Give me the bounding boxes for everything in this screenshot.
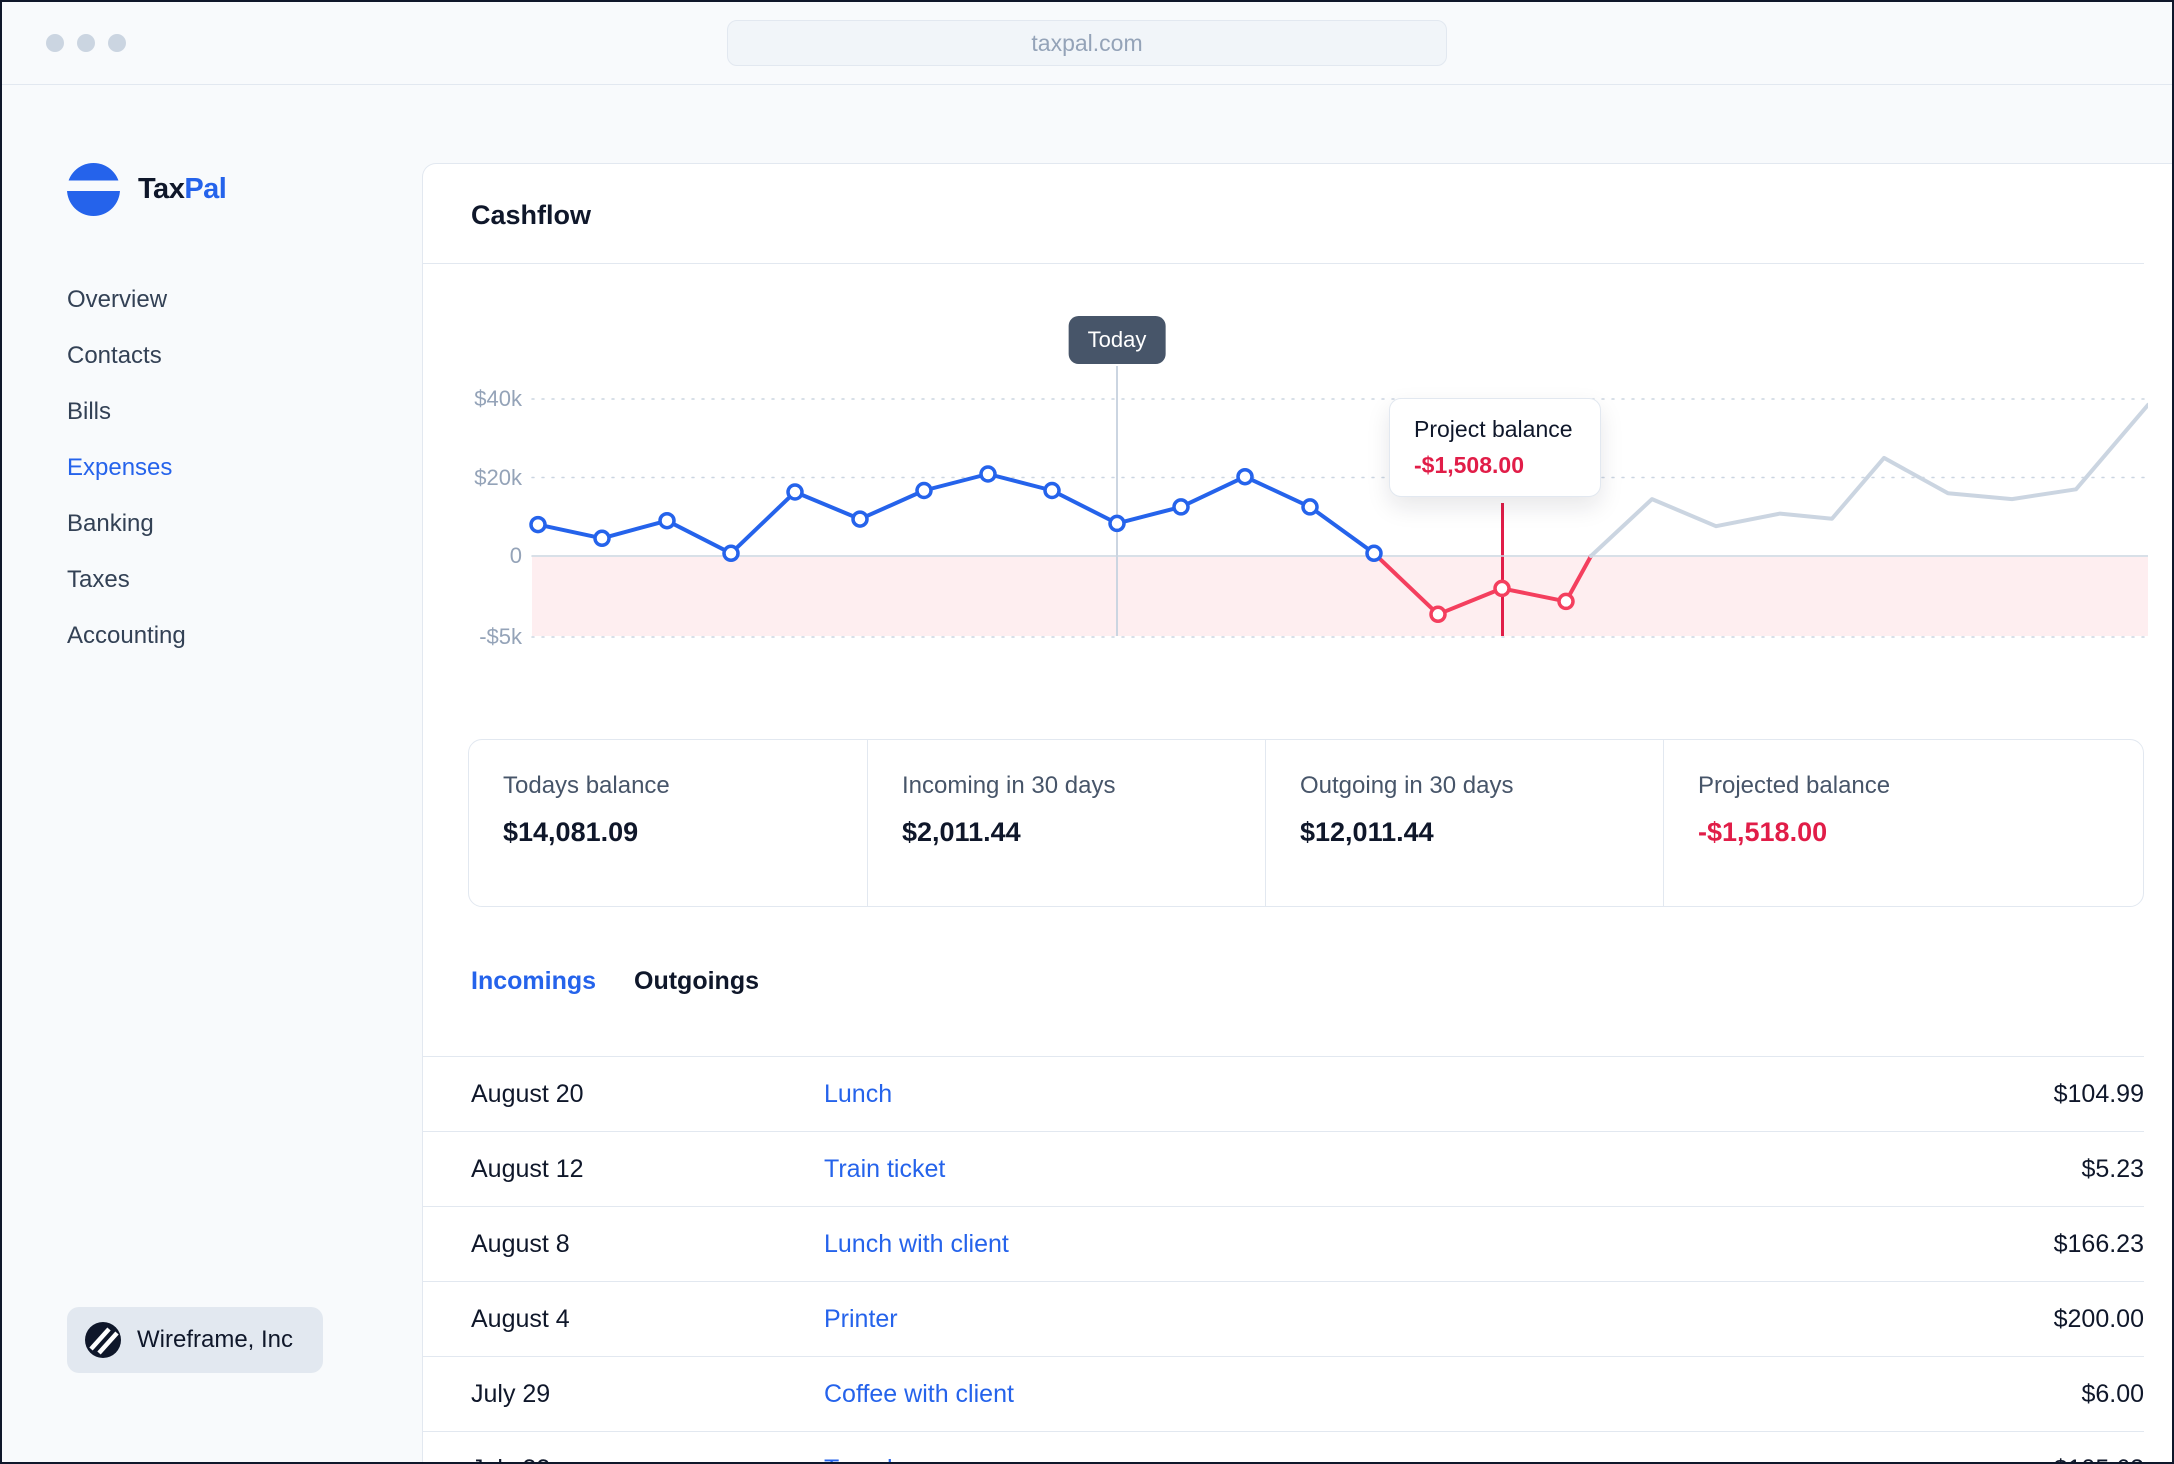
workspace-switcher[interactable]: Wireframe, Inc [67,1307,324,1373]
tooltip-label: Project balance [1414,416,1573,442]
chart-plot [529,398,2148,638]
window-control-dot[interactable] [46,34,64,52]
window-controls [46,34,126,52]
summary-stats: Todays balance $14,081.09 Incoming in 30… [468,739,2144,907]
window-control-dot[interactable] [108,34,126,52]
y-axis-label: $20k [474,464,522,490]
stat-outgoing-30-days: Outgoing in 30 days $12,011.44 [1265,740,1663,906]
transaction-date: July 22 [471,1455,824,1463]
table-row: July 29 Coffee with client $6.00 [423,1356,2144,1431]
transaction-link[interactable]: Train ticket [824,1154,946,1183]
sidebar-item-expenses[interactable]: Expenses [67,454,173,481]
transaction-amount: $104.99 [2053,1079,2144,1108]
projected-balance-tooltip: Project balance -$1,508.00 [1389,398,1601,497]
transaction-amount: $105.63 [2054,1455,2144,1463]
today-marker-line [1116,366,1118,636]
taxpal-logo-icon [67,163,120,216]
stat-incoming-30-days: Incoming in 30 days $2,011.44 [867,740,1265,906]
y-axis-label: $40k [474,386,522,411]
transaction-date: August 4 [471,1304,570,1333]
table-row: July 22 Travel $105.63 [423,1431,2144,1462]
transaction-date: August 8 [471,1229,570,1258]
window-control-dot[interactable] [77,34,95,52]
table-row: August 12 Train ticket $5.23 [423,1131,2144,1206]
table-row: August 20 Lunch $104.99 [423,1056,2144,1131]
stat-projected-balance: Projected balance -$1,518.00 [1663,740,2143,906]
sidebar: TaxPal Overview Contacts Bills Expenses … [2,85,422,1462]
sidebar-item-banking[interactable]: Banking [67,510,154,537]
transaction-date: August 20 [471,1079,584,1108]
wireframe-logo-icon [85,1322,121,1358]
workspace-name: Wireframe, Inc [137,1326,294,1353]
transactions-tabs: Incomings Outgoings [471,967,2144,996]
stat-value: -$1,518.00 [1698,817,1828,847]
stat-label: Todays balance [503,772,670,799]
negative-zone-band [532,557,2148,636]
transaction-date: August 12 [471,1154,584,1183]
main-content: Cashflow $40k $20k 0 -$5k Today Project bal… [422,85,2172,1462]
tooltip-value: -$1,508.00 [1414,452,1524,478]
transaction-link[interactable]: Travel [824,1455,893,1463]
stat-value: $12,011.44 [1300,817,1434,847]
sidebar-item-taxes[interactable]: Taxes [67,566,130,593]
stat-label: Outgoing in 30 days [1300,772,1514,799]
brand[interactable]: TaxPal [67,163,422,216]
stat-label: Incoming in 30 days [902,772,1116,799]
stat-value: $14,081.09 [503,817,639,847]
transaction-link[interactable]: Lunch with client [824,1229,1009,1258]
sidebar-nav: Overview Contacts Bills Expenses Banking… [67,272,422,664]
stat-label: Projected balance [1698,772,1891,799]
browser-chrome: taxpal.com [2,2,2172,85]
divider [423,263,2144,264]
address-bar[interactable]: taxpal.com [727,20,1447,66]
sidebar-item-overview[interactable]: Overview [67,286,168,313]
projected-balance-line [1501,503,1504,636]
brand-name: TaxPal [138,173,227,205]
tab-outgoings[interactable]: Outgoings [634,967,759,995]
sidebar-item-bills[interactable]: Bills [67,398,112,425]
sidebar-item-accounting[interactable]: Accounting [67,622,186,649]
stat-value: $2,011.44 [902,817,1021,847]
table-row: August 4 Printer $200.00 [423,1281,2144,1356]
panel-title: Cashflow [471,200,592,230]
transaction-link[interactable]: Printer [824,1304,898,1333]
cashflow-panel: Cashflow $40k $20k 0 -$5k Today Project bal… [422,163,2172,1462]
transactions-table: August 20 Lunch $104.99 August 12 Train … [423,1056,2144,1462]
transaction-link[interactable]: Coffee with client [824,1379,1014,1408]
stat-todays-balance: Todays balance $14,081.09 [469,740,867,906]
address-bar-url: taxpal.com [1031,29,1143,56]
transaction-amount: $166.23 [2053,1229,2144,1258]
app-body: TaxPal Overview Contacts Bills Expenses … [2,85,2172,1462]
transaction-amount: $200.00 [2053,1304,2144,1333]
y-axis-label: -$5k [479,624,522,649]
transaction-link[interactable]: Lunch [824,1079,893,1108]
table-row: August 8 Lunch with client $166.23 [423,1206,2144,1281]
sidebar-item-contacts[interactable]: Contacts [67,342,162,369]
transaction-amount: $5.23 [2081,1154,2144,1183]
today-badge: Today [1068,316,1166,364]
tab-incomings[interactable]: Incomings [471,967,597,995]
y-axis-label: 0 [509,543,522,568]
cashflow-chart: $40k $20k 0 -$5k Today Project balance -$1,… [423,264,2148,684]
transaction-date: July 29 [471,1379,551,1408]
transaction-amount: $6.00 [2081,1379,2144,1408]
